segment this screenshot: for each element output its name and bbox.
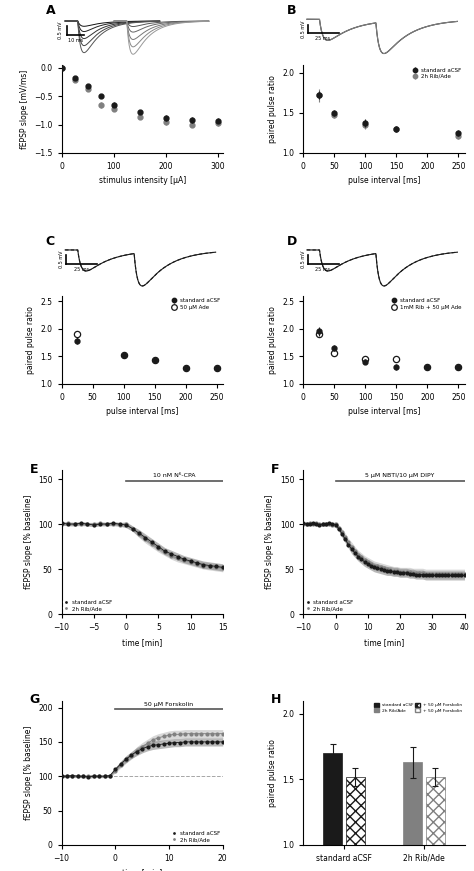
Legend: standard aCSF, 1mM Rib + 50 μM Ade: standard aCSF, 1mM Rib + 50 μM Ade: [392, 299, 462, 309]
Legend: standard aCSF, 2h Rib/Ade: standard aCSF, 2h Rib/Ade: [64, 600, 112, 611]
Y-axis label: paired pulse ratio: paired pulse ratio: [268, 75, 277, 143]
X-axis label: pulse interval [ms]: pulse interval [ms]: [106, 407, 178, 416]
Text: 25 ms: 25 ms: [74, 267, 89, 272]
Bar: [346, 777, 365, 871]
Text: C: C: [46, 235, 55, 248]
X-axis label: pulse interval [ms]: pulse interval [ms]: [348, 407, 420, 416]
Text: 10 nM N⁶-CPA: 10 nM N⁶-CPA: [153, 473, 196, 478]
Text: H: H: [271, 693, 282, 706]
Legend: standard aCSF, 2h Rib/Ade: standard aCSF, 2h Rib/Ade: [306, 600, 354, 611]
Text: D: D: [287, 235, 298, 248]
Text: 0.5 mV: 0.5 mV: [58, 22, 64, 39]
Text: A: A: [46, 4, 55, 17]
Text: F: F: [271, 463, 280, 476]
Text: 0.5 mV: 0.5 mV: [59, 251, 64, 268]
Text: B: B: [287, 4, 297, 17]
Text: 10 ms: 10 ms: [68, 37, 83, 43]
Y-axis label: paired pulse ratio: paired pulse ratio: [26, 306, 35, 374]
Bar: [426, 777, 445, 871]
Y-axis label: fEPSP slope [% baseline]: fEPSP slope [% baseline]: [24, 726, 33, 820]
Legend: standard aCSF, 2h Rib/Ade: standard aCSF, 2h Rib/Ade: [414, 68, 462, 79]
Y-axis label: fEPSP slope [% baseline]: fEPSP slope [% baseline]: [24, 495, 33, 590]
Legend: standard aCSF, 2h Rib/Ade, + 50 μM Forskolin, + 50 μM Forskolin: standard aCSF, 2h Rib/Ade, + 50 μM Forsk…: [374, 703, 462, 712]
Text: 50 μM Forskolin: 50 μM Forskolin: [145, 702, 193, 707]
X-axis label: pulse interval [ms]: pulse interval [ms]: [348, 177, 420, 186]
Y-axis label: fEPSP slope [mV/ms]: fEPSP slope [mV/ms]: [19, 70, 28, 149]
Y-axis label: paired pulse ratio: paired pulse ratio: [268, 306, 277, 374]
Text: 25 ms: 25 ms: [316, 36, 331, 41]
Text: E: E: [29, 463, 38, 476]
Text: 25 ms: 25 ms: [316, 267, 331, 272]
X-axis label: time [min]: time [min]: [122, 868, 162, 871]
Text: 0.5 mV: 0.5 mV: [301, 20, 306, 37]
Text: G: G: [29, 693, 40, 706]
Bar: [323, 753, 342, 871]
Text: 5 μM NBTI/10 μM DIPY: 5 μM NBTI/10 μM DIPY: [365, 473, 435, 478]
Legend: standard aCSF, 2h Rib/Ade: standard aCSF, 2h Rib/Ade: [173, 831, 220, 842]
Y-axis label: fEPSP slope [% baseline]: fEPSP slope [% baseline]: [265, 495, 274, 590]
Y-axis label: paired pulse ratio: paired pulse ratio: [268, 739, 277, 807]
Text: 0.5 mV: 0.5 mV: [301, 251, 306, 268]
X-axis label: time [min]: time [min]: [364, 638, 404, 647]
X-axis label: stimulus intensity [μA]: stimulus intensity [μA]: [99, 177, 186, 186]
X-axis label: time [min]: time [min]: [122, 638, 162, 647]
Legend: standard aCSF, 50 μM Ade: standard aCSF, 50 μM Ade: [172, 299, 220, 309]
Bar: [403, 762, 422, 871]
